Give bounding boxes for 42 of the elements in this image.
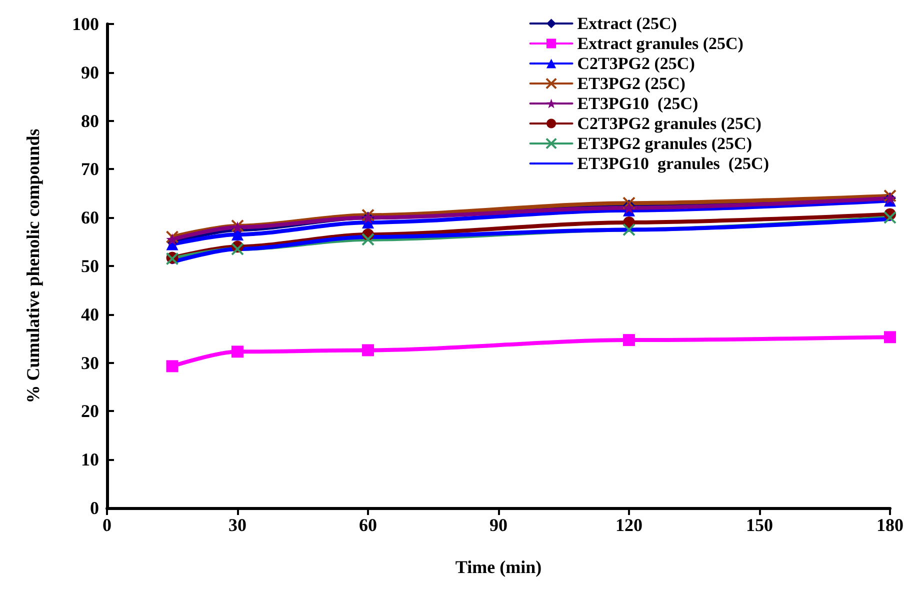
point xyxy=(362,232,374,246)
x-tick-label: 90 xyxy=(490,515,508,535)
legend-label: C2T3PG2 (25C) xyxy=(577,54,695,73)
legend-label: C2T3PG2 granules (25C) xyxy=(577,114,762,133)
point xyxy=(362,208,374,222)
x-tick-label: 120 xyxy=(616,515,642,535)
x-tick-label: 30 xyxy=(228,515,246,535)
point xyxy=(884,189,896,202)
x-tick-label: 180 xyxy=(876,515,904,535)
x-tick-label: 60 xyxy=(359,515,377,535)
y-tick-label: 20 xyxy=(81,401,99,422)
point xyxy=(884,211,896,224)
point xyxy=(622,223,636,236)
point xyxy=(622,196,636,210)
y-tick-label: 100 xyxy=(72,14,99,34)
point xyxy=(166,360,178,372)
legend-label: Extract granules (25C) xyxy=(577,34,744,53)
y-tick-label: 80 xyxy=(81,110,99,131)
point xyxy=(884,331,896,344)
point xyxy=(231,242,244,256)
point xyxy=(362,344,374,356)
legend-label: ET3PG10 (25C) xyxy=(577,94,698,113)
y-tick-label: 90 xyxy=(81,62,99,82)
y-tick-label: 30 xyxy=(81,352,99,373)
point xyxy=(232,346,244,358)
y-tick-label: 50 xyxy=(81,256,99,276)
x-tick-label: 150 xyxy=(746,515,773,535)
y-tick-label: 10 xyxy=(81,450,99,470)
legend-label: Extract (25C) xyxy=(577,14,677,33)
y-tick-label: 40 xyxy=(81,304,99,324)
point xyxy=(623,334,635,346)
y-tick-label: 60 xyxy=(81,208,99,228)
point xyxy=(166,230,179,244)
y-axis-title: % Cumulative phenolic compounds xyxy=(23,128,43,404)
point xyxy=(623,202,635,214)
y-tick-label: 70 xyxy=(81,159,99,180)
legend-label: ET3PG2 (25C) xyxy=(577,74,686,93)
x-tick-label: 0 xyxy=(102,515,112,535)
legend-label: ET3PG2 granules (25C) xyxy=(577,134,752,153)
legend-label: ET3PG10 granules (25C) xyxy=(577,154,770,173)
y-tick-label: 0 xyxy=(90,498,99,518)
x-axis-title: Time (min) xyxy=(455,557,542,577)
